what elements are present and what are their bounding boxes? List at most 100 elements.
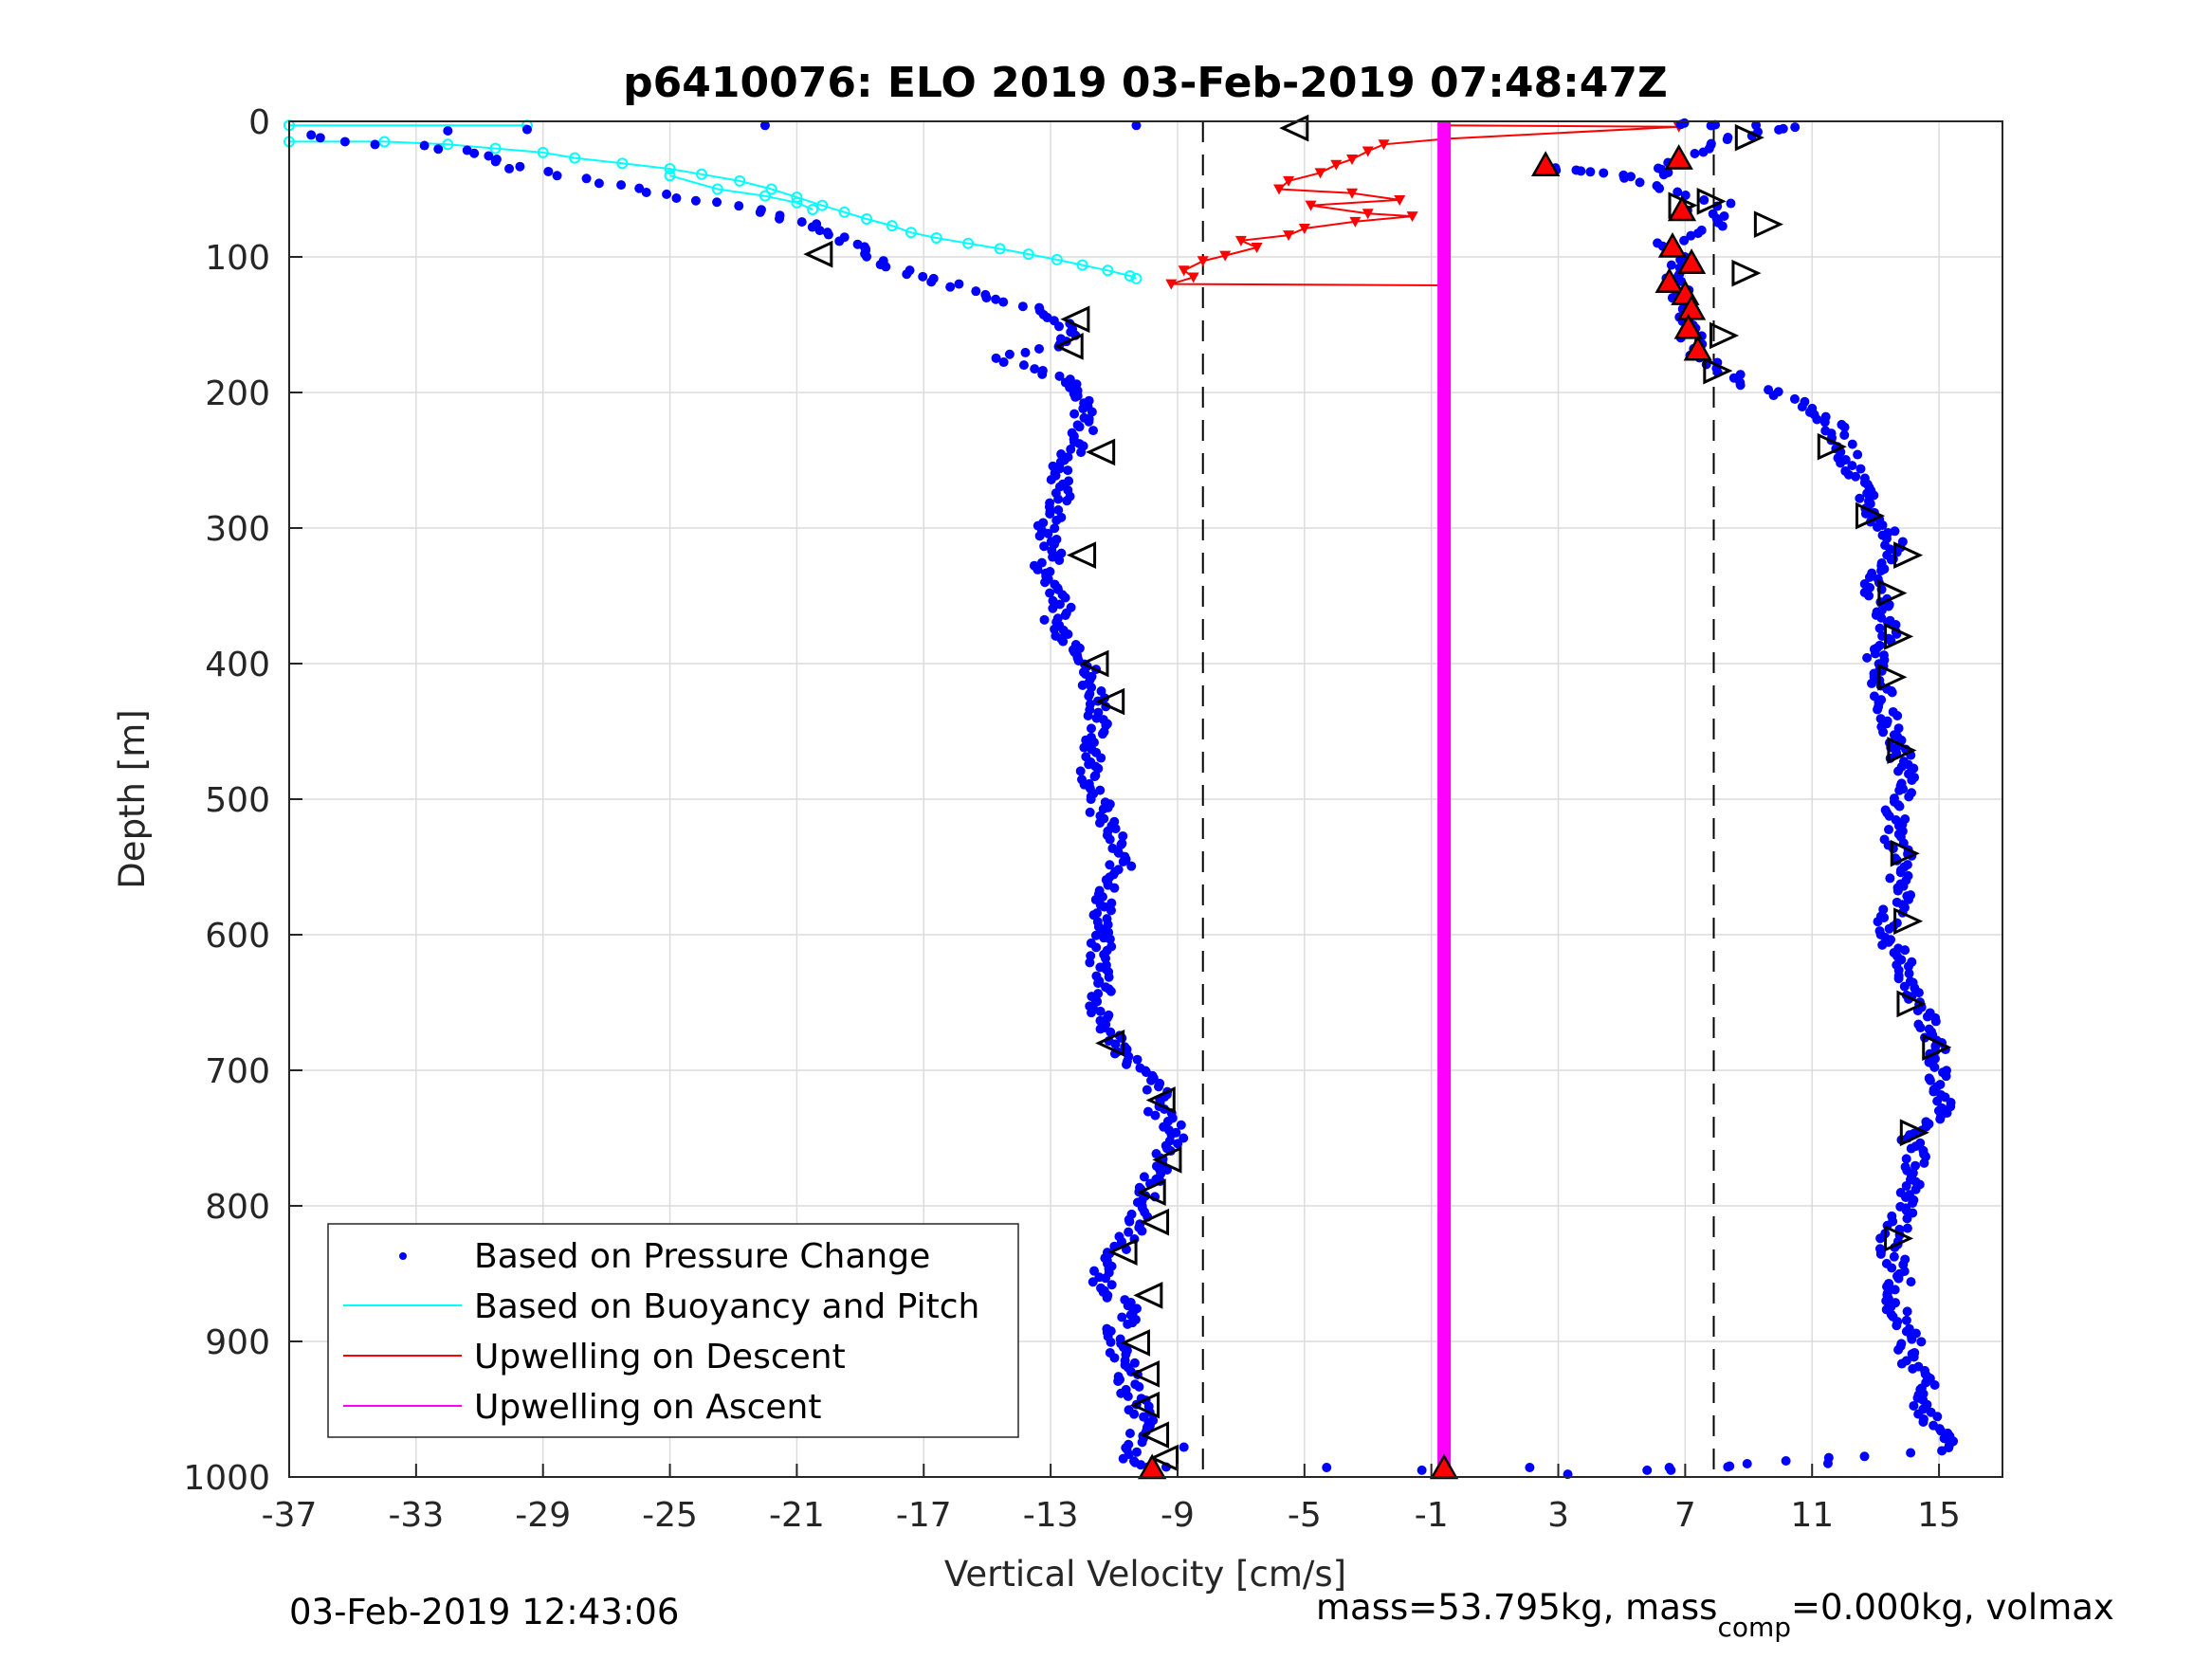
pressure-point: [1045, 508, 1055, 519]
pressure-point: [1926, 1407, 1936, 1417]
pressure-point: [1925, 1008, 1935, 1018]
pressure-point: [1904, 1323, 1914, 1334]
pressure-point: [1043, 528, 1053, 538]
buoyancy-pitch-point: [1130, 272, 1143, 284]
pressure-point: [1020, 347, 1031, 357]
pressure-point: [1126, 861, 1137, 871]
buoyancy-pitch-point: [807, 203, 819, 215]
pressure-point: [1034, 531, 1045, 541]
pressure-point: [1666, 260, 1676, 270]
pressure-point: [552, 171, 562, 181]
buoyancy-pitch-point: [442, 138, 454, 151]
pressure-point: [616, 180, 627, 191]
pressure-point: [1104, 972, 1114, 982]
pressure-point: [1123, 1319, 1133, 1329]
footer-timestamp: 03-Feb-2019 12:43:06: [289, 1592, 679, 1632]
pressure-point: [1837, 419, 1847, 429]
pressure-point: [1106, 986, 1116, 996]
pressure-point: [1867, 568, 1877, 578]
pressure-point: [1088, 426, 1099, 436]
pressure-point: [1859, 579, 1870, 590]
filled-triangle-marker: [1676, 248, 1707, 274]
pressure-point: [1895, 1188, 1906, 1198]
pressure-point: [1116, 1388, 1126, 1398]
open-triangle-marker: [1095, 1030, 1125, 1057]
pressure-point: [1918, 1145, 1929, 1156]
open-triangle-marker: [1817, 432, 1847, 461]
x-tick-label: -33: [388, 1496, 444, 1535]
pressure-point: [1907, 957, 1917, 967]
pressure-point: [1904, 968, 1914, 978]
pressure-point: [1885, 873, 1895, 884]
pressure-point: [1889, 793, 1899, 804]
pressure-point: [1907, 788, 1917, 798]
pressure-point: [1679, 235, 1690, 246]
pressure-point: [1085, 807, 1095, 817]
open-triangle-marker: [1884, 1224, 1914, 1252]
pressure-point: [1069, 409, 1080, 419]
pressure-point: [1910, 1160, 1921, 1171]
descent-upwelling-point: [1305, 200, 1317, 211]
open-triangle-marker: [1709, 321, 1740, 350]
x-tick-label: 11: [1790, 1496, 1834, 1535]
pressure-point: [1653, 163, 1663, 173]
open-triangle-marker: [1893, 907, 1924, 936]
descent-upwelling-point: [1165, 279, 1178, 290]
pressure-point: [1902, 860, 1912, 870]
open-triangle-marker: [1095, 687, 1125, 716]
pressure-point: [991, 294, 1001, 304]
open-triangle-marker: [1053, 333, 1084, 360]
pressure-point: [1653, 238, 1663, 248]
pressure-point: [1887, 1211, 1897, 1221]
pressure-point: [759, 120, 770, 131]
pressure-point: [1089, 772, 1100, 782]
open-triangle-marker: [1890, 839, 1920, 867]
pressure-point: [1106, 905, 1116, 916]
open-triangle-marker: [1696, 188, 1727, 215]
pressure-point: [1129, 1358, 1140, 1368]
pressure-point: [1888, 706, 1898, 717]
pressure-point: [1906, 890, 1916, 901]
open-triangle-marker: [1887, 737, 1917, 764]
descent-upwelling-point: [1406, 211, 1418, 223]
pressure-point: [1905, 1190, 1915, 1200]
pressure-point: [1106, 898, 1117, 908]
pressure-point: [1525, 1462, 1535, 1472]
pressure-point: [1902, 1306, 1912, 1317]
pressure-point: [807, 222, 817, 232]
pressure-point: [1680, 190, 1691, 200]
descent-upwelling-point: [1298, 223, 1310, 234]
pressure-point: [1134, 1381, 1144, 1392]
plot-data: [283, 114, 1959, 1480]
pressure-point: [1137, 1437, 1147, 1448]
pressure-point: [1859, 1451, 1870, 1462]
buoyancy-pitch-line: [669, 174, 814, 210]
pressure-point: [945, 282, 956, 292]
open-triangle-marker: [1060, 305, 1090, 334]
pressure-point: [1725, 1461, 1735, 1471]
buoyancy-pitch-point: [616, 157, 629, 170]
pressure-point: [1070, 392, 1081, 402]
pressure-point: [1910, 1328, 1921, 1339]
pressure-point: [1129, 1409, 1140, 1419]
pressure-point: [1856, 464, 1866, 474]
descent-upwelling-point: [1330, 159, 1343, 171]
legend-label-ascent: Upwelling on Ascent: [474, 1388, 821, 1427]
pressure-point: [1869, 691, 1879, 702]
pressure-point: [1084, 691, 1094, 702]
footer-mass-info: mass=53.795kg, masscomp=0.000kg, volmax: [1316, 1587, 2114, 1643]
pressure-point: [1820, 411, 1831, 422]
pressure-point: [1903, 870, 1913, 881]
pressure-point: [1889, 730, 1899, 740]
open-triangle-marker: [1731, 259, 1762, 287]
legend: Based on Pressure Change Based on Buoyan…: [327, 1223, 1019, 1438]
pressure-point: [1706, 138, 1716, 149]
pressure-point: [1093, 978, 1104, 989]
pressure-point: [1924, 1073, 1934, 1084]
buoyancy-pitch-point: [696, 168, 708, 180]
x-axis-label: Vertical Velocity [cm/s]: [944, 1554, 1346, 1595]
open-triangle-marker: [1139, 1208, 1170, 1236]
pressure-point: [370, 139, 380, 150]
pressure-point: [1124, 1227, 1134, 1237]
